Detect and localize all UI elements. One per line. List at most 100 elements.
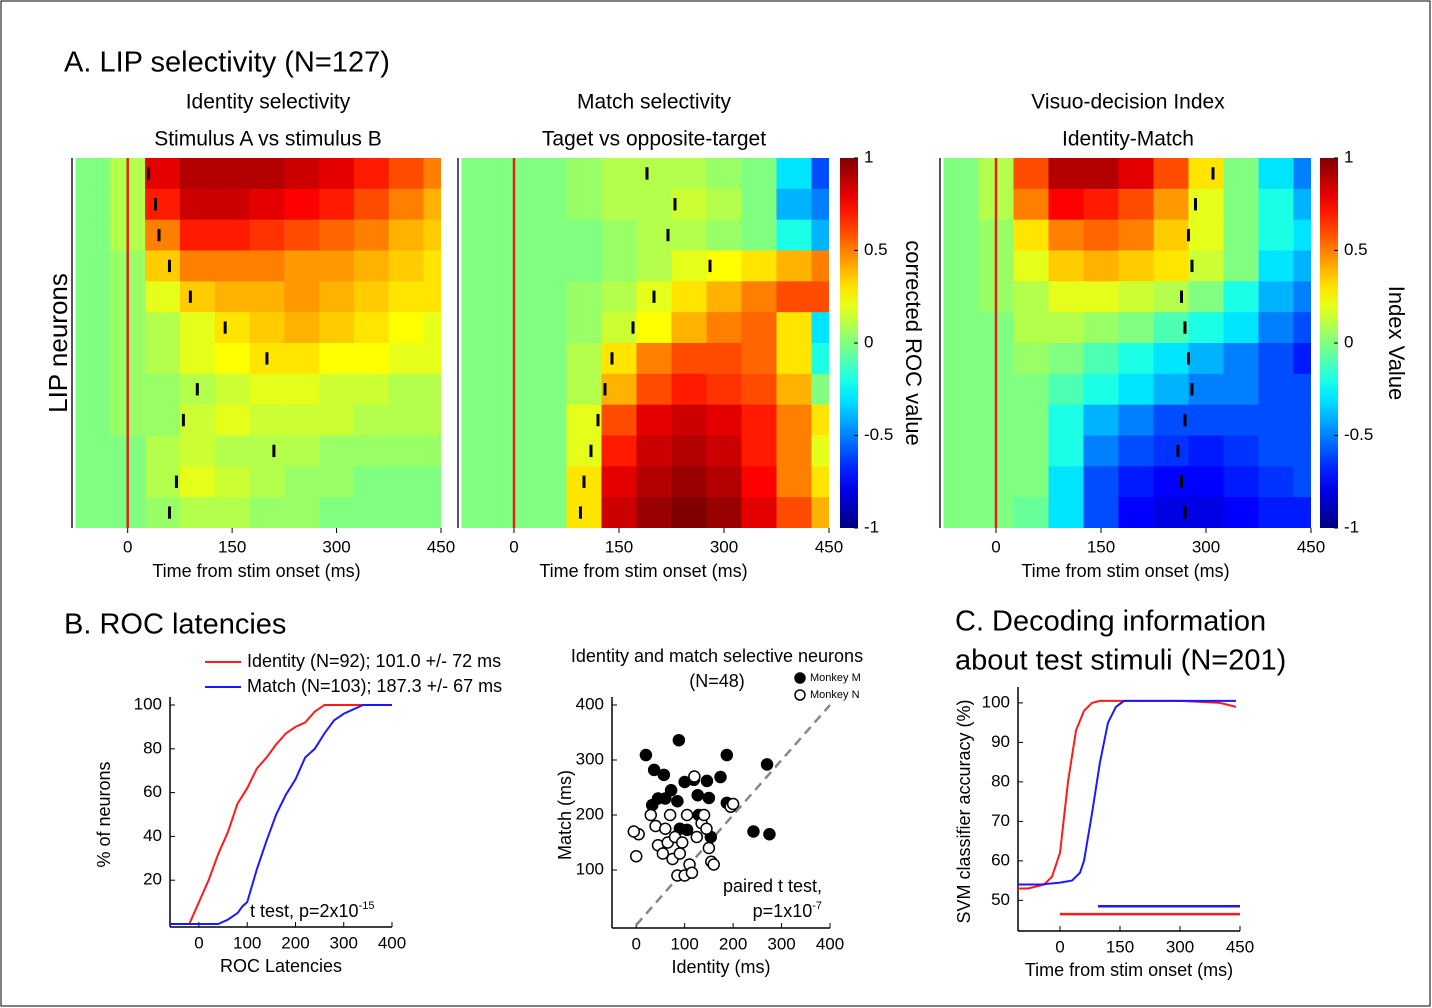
heatmap-cell <box>214 404 251 437</box>
scatter-point <box>675 836 689 849</box>
heatmap-cell <box>1293 435 1311 467</box>
heatmap-cell <box>423 466 441 498</box>
heatmap-cell <box>1293 343 1311 375</box>
heatmap-cell <box>75 188 111 221</box>
x-tick-label: 200 <box>281 933 309 952</box>
heatmap-cell <box>943 373 980 406</box>
annotation-exponent: -15 <box>359 900 375 912</box>
x-tick-label: 0 <box>509 537 518 556</box>
y-tick-label: 60 <box>143 782 162 801</box>
heatmap-cell <box>531 158 568 190</box>
heatmap-cell <box>388 466 425 498</box>
heatmap-cell <box>741 219 778 252</box>
heatmap-cell <box>1083 219 1120 252</box>
heatmap-cell <box>1258 497 1295 528</box>
latency-marker <box>1183 506 1187 519</box>
y-tick-label: 400 <box>576 694 604 713</box>
legend-label: Monkey M <box>810 672 861 684</box>
heatmap-cell <box>1293 250 1311 282</box>
heatmap-cell <box>706 343 743 375</box>
heatmap-cell <box>671 219 708 252</box>
heatmap-cell <box>671 466 708 498</box>
heatmap-cell <box>566 312 603 344</box>
heatmap-cell <box>249 435 285 467</box>
x-axis-label: Time from stim onset (ms) <box>539 561 747 581</box>
heatmap-cell <box>423 219 441 252</box>
latency-marker <box>1183 321 1187 334</box>
latency-marker <box>167 506 171 519</box>
data-line <box>170 704 392 925</box>
heatmap-cell <box>319 343 355 375</box>
heatmap-cell <box>636 250 673 282</box>
heatmap-cell <box>284 373 320 406</box>
heatmap-cell <box>284 188 320 221</box>
heatmap-cell <box>284 281 320 313</box>
heatmap-cell <box>1293 404 1311 437</box>
heatmap-cell <box>145 497 181 528</box>
heatmap-cell <box>1223 158 1260 190</box>
heatmap-cell <box>284 435 320 467</box>
heatmap-cell <box>284 158 320 190</box>
heatmap-cell <box>671 373 708 406</box>
heatmap-cell <box>1293 158 1311 190</box>
heatmap-cell <box>706 158 743 190</box>
heatmap-cell <box>1258 312 1295 344</box>
heatmap-cell <box>706 466 743 498</box>
heatmap-cell <box>601 250 638 282</box>
heatmap-cell <box>75 312 111 344</box>
heatmap-cell <box>1083 343 1120 375</box>
heatmap-cell <box>1223 466 1260 498</box>
heatmap-cell <box>1118 312 1155 344</box>
colorbar-tick-label: 0.5 <box>1344 240 1368 259</box>
scatter-point <box>656 847 670 860</box>
heatmap-cell <box>1118 281 1155 313</box>
x-tick-label: 450 <box>1297 537 1325 556</box>
heatmap-cell <box>353 435 390 467</box>
heatmap-cell <box>1013 219 1050 252</box>
y-tick-label: 40 <box>143 826 162 845</box>
heatmap-cell <box>1048 219 1085 252</box>
latency-marker <box>157 228 161 242</box>
scatter-point <box>659 822 672 835</box>
heatmap-cell <box>1153 158 1190 190</box>
heatmap-cell <box>636 343 673 375</box>
x-tick-label: 100 <box>233 933 261 952</box>
heatmap-cell <box>1048 188 1085 221</box>
latency-marker <box>645 167 649 180</box>
scatter-point <box>726 797 740 811</box>
x-tick-label: 400 <box>816 934 844 953</box>
heatmap-cell <box>811 435 829 467</box>
x-tick-label: 300 <box>767 934 795 953</box>
heatmap-cell <box>284 250 320 282</box>
heatmap-cell <box>1188 158 1225 190</box>
x-tick-label: 300 <box>710 537 738 556</box>
scatter-point <box>702 791 716 805</box>
latency-marker <box>1190 259 1194 273</box>
heatmap-cell <box>1258 404 1295 437</box>
heatmap-cell <box>145 219 181 252</box>
heatmap-cell <box>214 497 251 528</box>
heatmap-cell <box>1153 250 1190 282</box>
heatmap-cell <box>1118 343 1155 375</box>
heatmap-cell <box>1153 219 1190 252</box>
heatmap-cell <box>1118 219 1155 252</box>
heatmap-cell <box>319 466 355 498</box>
heatmap-cell <box>636 435 673 467</box>
x-axis-label: Time from stim onset (ms) <box>1025 960 1233 980</box>
heatmap-cell <box>319 188 355 221</box>
heatmap-cell <box>75 343 111 375</box>
heatmap-cell <box>1258 188 1295 221</box>
heatmap-cell <box>461 404 498 437</box>
heatmap-cell <box>776 404 813 437</box>
latency-marker <box>1190 383 1194 396</box>
heatmap-cell <box>601 312 638 344</box>
heatmap-cell <box>1048 404 1085 437</box>
heatmap-cell <box>776 497 813 528</box>
heatmap-cell <box>319 250 355 282</box>
scatter-point <box>707 858 720 871</box>
heatmap-cell <box>461 281 498 313</box>
heatmap-cell <box>353 373 390 406</box>
heatmap-cell <box>706 404 743 437</box>
scatter-point <box>760 758 774 771</box>
y-tick-label: 50 <box>991 890 1010 909</box>
